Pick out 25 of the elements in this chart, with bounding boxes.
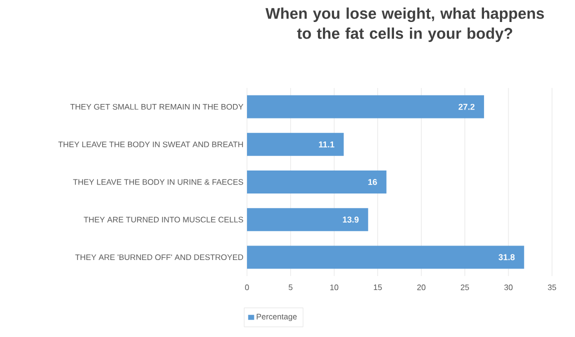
x-tick-label: 25 <box>460 284 469 290</box>
x-tick-label: 20 <box>417 284 426 290</box>
bar <box>247 246 524 269</box>
data-label: 16 <box>368 178 377 186</box>
x-tick-label: 30 <box>504 284 513 290</box>
y-tick-label: THEY LEAVE THE BODY IN URINE & FAECES <box>73 179 244 185</box>
bar <box>247 208 368 232</box>
chart-title: When you lose weight, what happens to the fat cells in your body? <box>266 8 544 42</box>
data-label: 27.2 <box>458 104 474 110</box>
x-tick-label: 10 <box>330 284 338 290</box>
x-tick-label: 0 <box>245 284 249 290</box>
data-label: 13.9 <box>342 216 359 223</box>
y-tick-label: THEY ARE TURNED INTO MUSCLE CELLS <box>84 216 244 222</box>
bar <box>247 132 344 156</box>
legend-label: Percentage <box>256 314 297 322</box>
y-tick-label: THEY ARE 'BURNED OFF' AND DESTROYED <box>75 254 244 260</box>
x-tick-label: 35 <box>548 284 556 290</box>
data-label: 11.1 <box>318 141 334 148</box>
y-tick-label: THEY GET SMALL BUT REMAIN IN THE BODY <box>70 104 244 110</box>
data-label: 31.8 <box>498 254 515 260</box>
bar <box>247 95 484 118</box>
bar <box>247 170 386 194</box>
x-tick-label: 15 <box>374 284 382 290</box>
x-tick-label: 5 <box>288 284 292 290</box>
y-tick-label: THEY LEAVE THE BODY IN SWEAT AND BREATH <box>58 142 243 148</box>
